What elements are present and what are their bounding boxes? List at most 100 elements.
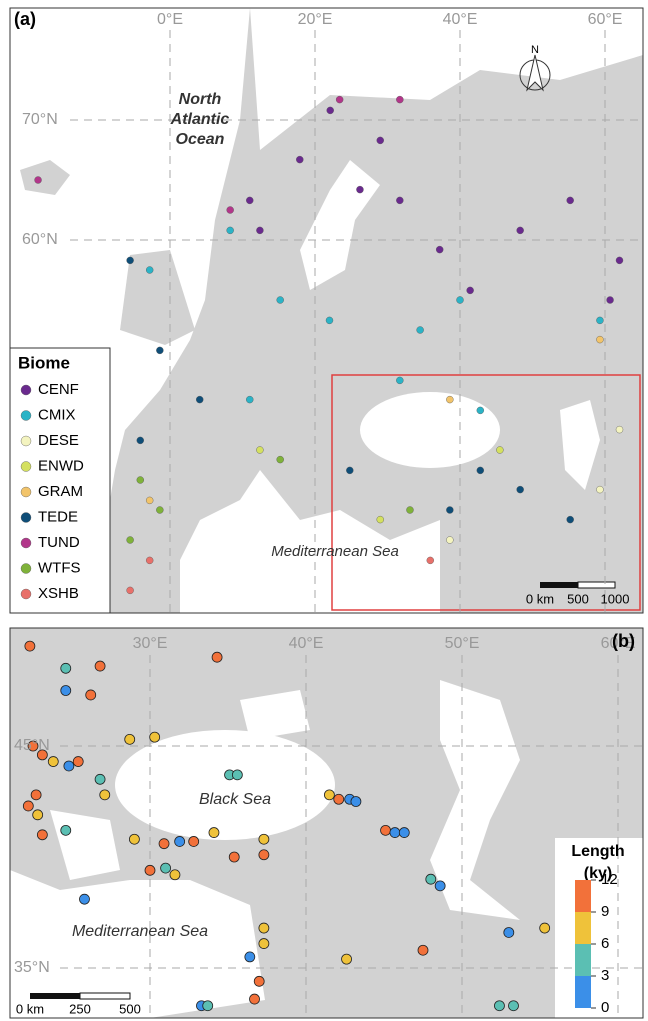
legend-label: GRAM — [38, 483, 83, 500]
site — [596, 486, 603, 493]
colorbar-segment — [575, 880, 591, 912]
legend-label: DESE — [38, 432, 79, 449]
site — [256, 447, 263, 454]
site — [607, 297, 614, 304]
site — [259, 939, 269, 949]
site — [150, 732, 160, 742]
sea-label: Black Sea — [199, 791, 271, 808]
colorbar-label: 0 — [601, 999, 609, 1016]
site — [277, 456, 284, 463]
site — [567, 197, 574, 204]
site — [146, 557, 153, 564]
site — [31, 790, 41, 800]
scale-bar — [30, 993, 130, 999]
lat-label: 70°N — [22, 111, 58, 128]
site — [259, 923, 269, 933]
site — [229, 852, 239, 862]
site — [64, 761, 74, 771]
site — [377, 137, 384, 144]
legend-label: CENF — [38, 381, 79, 398]
site — [95, 774, 105, 784]
ocean-label: Ocean — [176, 131, 225, 148]
site — [250, 994, 260, 1004]
site — [227, 207, 234, 214]
legend-label: TUND — [38, 534, 80, 551]
site — [377, 516, 384, 523]
site — [396, 96, 403, 103]
site — [37, 830, 47, 840]
legend-title: Biome — [18, 353, 70, 372]
site — [86, 690, 96, 700]
legend-label: CMIX — [38, 406, 76, 423]
site — [446, 396, 453, 403]
scale-label: 0 km — [16, 1001, 44, 1016]
colorbar-label: 9 — [601, 903, 609, 920]
site — [399, 828, 409, 838]
site — [246, 396, 253, 403]
panel-label: (b) — [612, 631, 635, 651]
legend-swatch — [21, 487, 31, 497]
site — [100, 790, 110, 800]
sea-label: Mediterranean Sea — [72, 923, 208, 940]
colorbar-label: 3 — [601, 967, 609, 984]
colorbar-segment — [575, 912, 591, 944]
site — [504, 927, 514, 937]
site — [137, 437, 144, 444]
site — [35, 177, 42, 184]
site — [245, 952, 255, 962]
colorbar-title: Length — [571, 843, 624, 860]
site — [467, 287, 474, 294]
ocean-label: Atlantic — [170, 111, 230, 128]
sea-label: Mediterranean Sea — [271, 543, 399, 560]
site — [61, 686, 71, 696]
colorbar-segment — [575, 944, 591, 976]
site — [334, 794, 344, 804]
scale-label: 500 — [567, 591, 589, 606]
site — [418, 945, 428, 955]
lon-label: 50°E — [445, 635, 480, 652]
scale-label: 0 km — [526, 591, 554, 606]
site — [159, 839, 169, 849]
site — [436, 246, 443, 253]
site — [616, 426, 623, 433]
site — [296, 156, 303, 163]
site — [517, 227, 524, 234]
lat-label: 35°N — [14, 959, 50, 976]
legend-swatch — [21, 436, 31, 446]
site — [156, 507, 163, 514]
site — [494, 1001, 504, 1011]
site — [277, 297, 284, 304]
site — [508, 1001, 518, 1011]
site — [145, 865, 155, 875]
site — [127, 257, 134, 264]
site — [446, 507, 453, 514]
scale-label: 500 — [119, 1001, 141, 1016]
site — [196, 396, 203, 403]
site — [477, 467, 484, 474]
site — [435, 881, 445, 891]
legend-label: ENWD — [38, 457, 84, 474]
site — [356, 186, 363, 193]
legend-swatch — [21, 385, 31, 395]
site — [170, 870, 180, 880]
site — [127, 587, 134, 594]
legend-swatch — [21, 513, 31, 523]
site — [146, 497, 153, 504]
figure: 0°E20°E40°E60°E70°N60°N(a)NorthAtlanticO… — [0, 0, 648, 1021]
site — [259, 834, 269, 844]
lon-label: 0°E — [157, 11, 183, 28]
site — [477, 407, 484, 414]
legend-swatch — [21, 589, 31, 599]
site — [232, 770, 242, 780]
site — [156, 347, 163, 354]
site — [227, 227, 234, 234]
site — [396, 377, 403, 384]
site — [336, 96, 343, 103]
site — [417, 327, 424, 334]
site — [61, 825, 71, 835]
site — [137, 477, 144, 484]
panel-label: (a) — [14, 9, 36, 29]
legend-label: XSHB — [38, 585, 79, 602]
scale-label: 250 — [69, 1001, 91, 1016]
site — [189, 836, 199, 846]
